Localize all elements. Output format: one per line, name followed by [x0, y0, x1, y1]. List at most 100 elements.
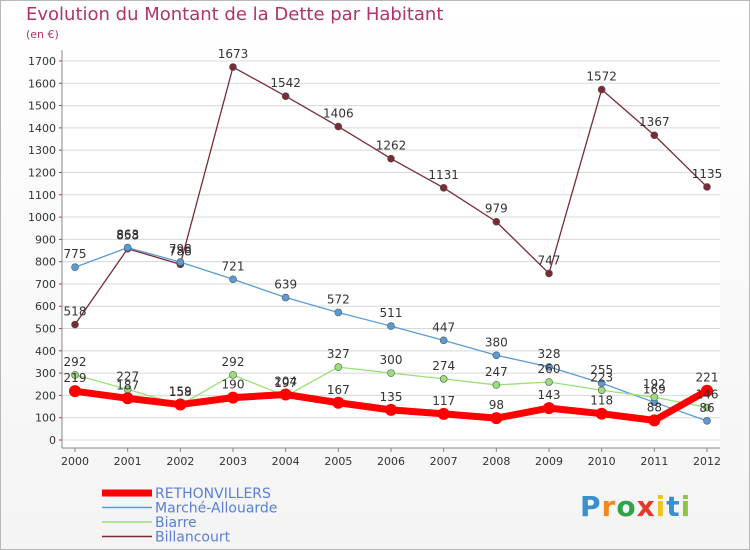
data-label: 117 — [432, 394, 455, 408]
data-point — [281, 92, 290, 101]
data-point — [439, 184, 448, 192]
x-tick-label: 2008 — [482, 455, 510, 468]
y-tick-label: 1000 — [28, 211, 56, 224]
data-point — [492, 381, 501, 389]
data-label: 863 — [116, 228, 139, 242]
data-point — [332, 396, 345, 409]
y-tick-label: 1300 — [28, 144, 56, 157]
data-label: 158 — [169, 385, 192, 399]
data-label: 858 — [116, 229, 139, 243]
data-point — [334, 122, 343, 131]
data-label: 1135 — [692, 167, 723, 181]
logo-letter: t — [666, 490, 681, 523]
data-point — [229, 275, 237, 284]
data-point — [701, 384, 713, 397]
data-label: 88 — [647, 400, 662, 414]
data-label: 300 — [380, 353, 403, 367]
data-label: 169 — [643, 382, 666, 396]
y-tick-label: 1600 — [28, 77, 56, 90]
data-point — [334, 308, 343, 317]
data-label: 221 — [696, 371, 719, 385]
data-label: 204 — [274, 375, 297, 389]
data-point — [437, 407, 450, 420]
data-label: 447 — [432, 320, 455, 334]
data-label: 1262 — [376, 139, 407, 153]
logo-letter: o — [616, 490, 637, 523]
data-point — [492, 217, 501, 226]
data-point — [545, 269, 553, 278]
x-tick-label: 2009 — [535, 455, 563, 468]
data-label: 788 — [169, 244, 192, 258]
data-label: 227 — [116, 369, 139, 383]
x-tick-label: 2003 — [219, 455, 247, 468]
y-tick-label: 700 — [35, 278, 56, 291]
data-label: 1131 — [428, 168, 459, 182]
y-tick-label: 1100 — [28, 189, 56, 202]
data-label: 197 — [274, 376, 297, 390]
data-point — [439, 336, 448, 345]
data-point — [648, 414, 661, 427]
y-tick-label: 1200 — [28, 166, 56, 179]
logo-letter: P — [580, 490, 602, 523]
data-label: 328 — [538, 347, 561, 361]
data-point — [703, 417, 711, 425]
legend-label: Billancourt — [155, 530, 231, 546]
data-point — [387, 369, 395, 377]
data-label: 1572 — [586, 70, 617, 84]
data-point — [650, 393, 659, 401]
y-tick-label: 900 — [35, 233, 56, 246]
data-point — [703, 183, 711, 191]
data-label: 86 — [699, 401, 714, 415]
data-point — [121, 392, 134, 405]
data-label: 135 — [380, 390, 403, 404]
data-point — [71, 320, 79, 329]
data-point — [281, 293, 290, 302]
y-tick-label: 1700 — [28, 55, 56, 68]
data-point — [229, 371, 237, 379]
y-tick-label: 1500 — [28, 100, 56, 113]
data-label: 260 — [538, 362, 561, 376]
data-point — [71, 371, 79, 379]
data-label: 190 — [222, 378, 245, 392]
data-label: 247 — [485, 365, 508, 379]
data-point — [227, 391, 239, 404]
x-tick-label: 2004 — [272, 455, 300, 468]
x-tick-label: 2000 — [61, 455, 89, 468]
y-tick-label: 0 — [49, 434, 56, 447]
data-label: 159 — [169, 385, 192, 399]
y-tick-label: 600 — [35, 300, 56, 313]
data-label: 518 — [64, 305, 87, 319]
data-label: 327 — [327, 347, 350, 361]
data-label: 1406 — [323, 107, 354, 121]
data-label: 219 — [64, 371, 87, 385]
data-label: 146 — [696, 387, 719, 401]
logo-letter: x — [636, 490, 656, 523]
legend-label: Marché-Allouarde — [155, 501, 277, 517]
data-label: 292 — [64, 355, 87, 369]
y-tick-label: 500 — [35, 323, 56, 336]
chart-title: Evolution du Montant de la Dette par Hab… — [26, 4, 444, 25]
data-label: 292 — [222, 355, 245, 369]
data-point — [387, 154, 395, 163]
plot-area — [62, 50, 720, 448]
x-tick-label: 2005 — [324, 455, 352, 468]
data-point — [595, 407, 608, 420]
data-point — [385, 403, 397, 416]
data-label: 798 — [169, 242, 192, 256]
data-label: 1673 — [218, 47, 249, 61]
data-label: 979 — [485, 202, 508, 216]
data-label: 274 — [432, 359, 455, 373]
y-tick-label: 200 — [35, 389, 56, 402]
data-point — [71, 263, 79, 272]
data-label: 721 — [222, 259, 245, 273]
logo-letter: r — [601, 490, 617, 523]
proxiti-logo: Proxiti — [580, 490, 691, 523]
data-label: 572 — [327, 292, 350, 306]
data-point — [597, 386, 606, 395]
data-point — [279, 388, 292, 401]
data-label: 255 — [590, 363, 613, 377]
data-label: 223 — [590, 370, 613, 384]
data-label: 187 — [116, 378, 139, 392]
data-point — [543, 402, 555, 415]
y-tick-label: 1400 — [28, 122, 56, 135]
